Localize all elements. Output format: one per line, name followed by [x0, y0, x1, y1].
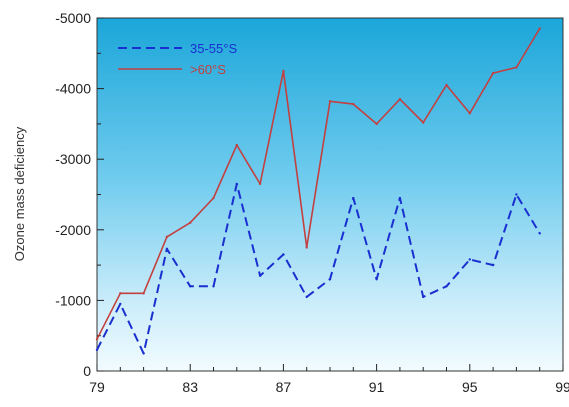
x-tick-label: 87 — [276, 379, 292, 395]
y-tick-label: -2000 — [55, 222, 91, 238]
series-0-point — [119, 302, 122, 306]
series-line-0 — [96, 182, 541, 355]
series-1-point — [165, 235, 169, 239]
series-1-point — [212, 196, 215, 200]
x-tick-label: 79 — [89, 379, 105, 395]
series-1-point — [445, 83, 448, 87]
series-line-1 — [96, 28, 541, 340]
series-0-point — [538, 232, 541, 235]
legend: 35-55°S >60°S — [118, 41, 237, 77]
series-1-point — [119, 292, 122, 295]
series-1-point — [398, 97, 402, 101]
legend-label-35-55: 35-55°S — [190, 41, 237, 56]
x-tick-label: 95 — [462, 379, 478, 395]
series-0-point — [491, 263, 495, 267]
series-1-point — [375, 122, 378, 126]
x-tick-label: 83 — [182, 379, 198, 395]
plot-area — [97, 18, 563, 371]
series-1-point — [422, 121, 425, 124]
series-0-point — [95, 348, 99, 352]
series-0-point — [468, 258, 471, 261]
legend-label-gt60: >60°S — [190, 62, 226, 77]
series-1-point — [515, 66, 518, 69]
axes: 0 -1000 -2000 -3000 -4000 -5000 79 83 87 91 95 99 — [55, 10, 569, 395]
x-tick-label: 91 — [369, 379, 385, 395]
series-layer — [95, 27, 541, 355]
series-0-point — [282, 253, 285, 256]
series-1-point — [142, 292, 145, 295]
series-0-point — [352, 196, 355, 200]
series-0-point — [258, 274, 262, 277]
y-axis-title: Ozone mass deficiency — [12, 126, 27, 261]
series-1-point — [258, 182, 262, 186]
series-0-point — [328, 278, 332, 281]
series-1-point — [189, 221, 192, 224]
series-0-point — [212, 285, 215, 288]
series-0-point — [515, 193, 518, 196]
series-1-point — [95, 338, 99, 341]
series-1-point — [235, 143, 238, 147]
series-1-point — [305, 246, 308, 249]
series-0-point — [189, 285, 192, 288]
y-tick-label: -5000 — [55, 10, 91, 26]
series-0-point — [142, 352, 145, 355]
series-0-point — [422, 295, 425, 299]
series-0-point — [375, 278, 378, 281]
series-1-point — [282, 69, 285, 73]
series-0-point — [445, 285, 448, 288]
series-0-point — [398, 196, 402, 200]
series-0-point — [305, 295, 308, 299]
y-tick-label: -3000 — [55, 151, 91, 167]
series-0-point — [165, 247, 169, 251]
series-1-point — [491, 71, 495, 75]
series-1-point — [352, 102, 355, 106]
y-tick-label: -1000 — [55, 292, 91, 308]
y-tick-label: -4000 — [55, 81, 91, 97]
y-tick-label: 0 — [83, 363, 91, 379]
series-0-point — [235, 182, 238, 186]
series-1-point — [328, 100, 332, 103]
series-1-point — [468, 112, 471, 115]
series-1-point — [538, 27, 541, 30]
x-tick-label: 99 — [555, 379, 569, 395]
